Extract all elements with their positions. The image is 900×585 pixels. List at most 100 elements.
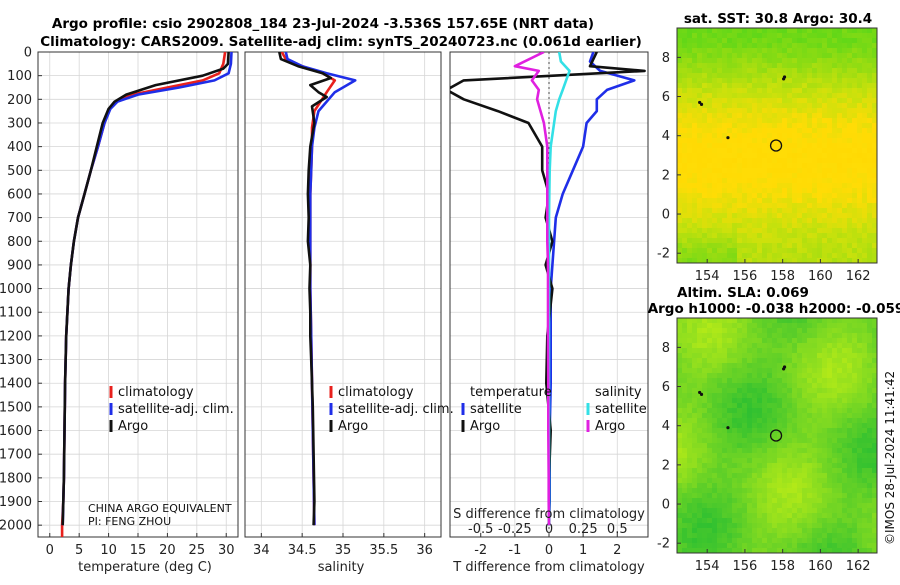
map-cell [687,333,693,339]
map-cell [792,353,798,359]
map-cell [807,203,813,209]
map-cell [717,93,723,99]
map-cell [857,408,863,414]
map-x-tick-label: 156 [733,269,758,284]
map-cell [697,318,703,324]
map-cell [777,133,783,139]
map-cell [822,138,828,144]
map-cell [697,523,703,529]
map-cell [797,513,803,519]
map-cell [717,478,723,484]
map-cell [797,253,803,259]
map-cell [707,58,713,64]
map-cell [727,198,733,204]
map-cell [707,418,713,424]
map-cell [787,348,793,354]
map-cell [867,88,873,94]
map-cell [732,363,738,369]
map-cell [677,163,683,169]
map-cell [742,523,748,529]
map-cell [802,423,808,429]
map-cell [857,83,863,89]
map-cell [737,198,743,204]
map-cell [697,118,703,124]
map-cell [692,503,698,509]
map-cell [827,58,833,64]
map-cell [702,68,708,74]
map-cell [832,128,838,134]
map-cell [792,123,798,129]
map-cell [837,228,843,234]
map-cell [792,93,798,99]
map-cell [732,48,738,54]
map-cell [807,523,813,529]
map-cell [872,243,877,249]
legend-argo-label: Argo [338,419,368,434]
map-cell [872,198,877,204]
map-cell [752,493,758,499]
map-cell [787,373,793,379]
map-cell [827,518,833,524]
map-cell [777,353,783,359]
map-cell [732,318,738,324]
map-cell [742,348,748,354]
map-cell [817,93,823,99]
map-cell [837,333,843,339]
map-cell [682,83,688,89]
map-cell [692,513,698,519]
map-cell [707,393,713,399]
map-cell [737,478,743,484]
map-cell [837,473,843,479]
map-cell [792,543,798,549]
map-cell [842,363,848,369]
map-cell [777,498,783,504]
map-cell [732,518,738,524]
map-cell [757,508,763,514]
map-cell [862,218,868,224]
map-cell [862,478,868,484]
map-cell [837,388,843,394]
map-cell [682,393,688,399]
map-cell [837,363,843,369]
map-cell [762,358,768,364]
map-cell [702,63,708,69]
map-cell [752,328,758,334]
map-cell [812,38,818,44]
map-cell [787,168,793,174]
map-cell [717,403,723,409]
map-cell [767,183,773,189]
map-cell [732,438,738,444]
map-cell [682,43,688,49]
map-cell [762,443,768,449]
map-cell [867,338,873,344]
map-cell [772,108,778,114]
map-cell [727,208,733,214]
map-cell [677,488,683,494]
map-cell [677,468,683,474]
map-cell [847,343,853,349]
map-cell [817,478,823,484]
map-cell [797,543,803,549]
map-cell [807,93,813,99]
map-cell [742,533,748,539]
map-cell [682,503,688,509]
map-cell [827,113,833,119]
map-cell [802,178,808,184]
map-cell [737,123,743,129]
map-cell [872,333,877,339]
map-cell [767,218,773,224]
map-cell [842,348,848,354]
map-cell [697,528,703,534]
map-cell [767,468,773,474]
map-cell [712,548,718,553]
map-cell [817,228,823,234]
map-cell [687,403,693,409]
map-cell [707,83,713,89]
map-cell [817,378,823,384]
map-cell [727,173,733,179]
map-cell [847,28,853,34]
map-cell [732,103,738,109]
map-cell [747,148,753,154]
map-cell [837,493,843,499]
map-cell [872,113,877,119]
